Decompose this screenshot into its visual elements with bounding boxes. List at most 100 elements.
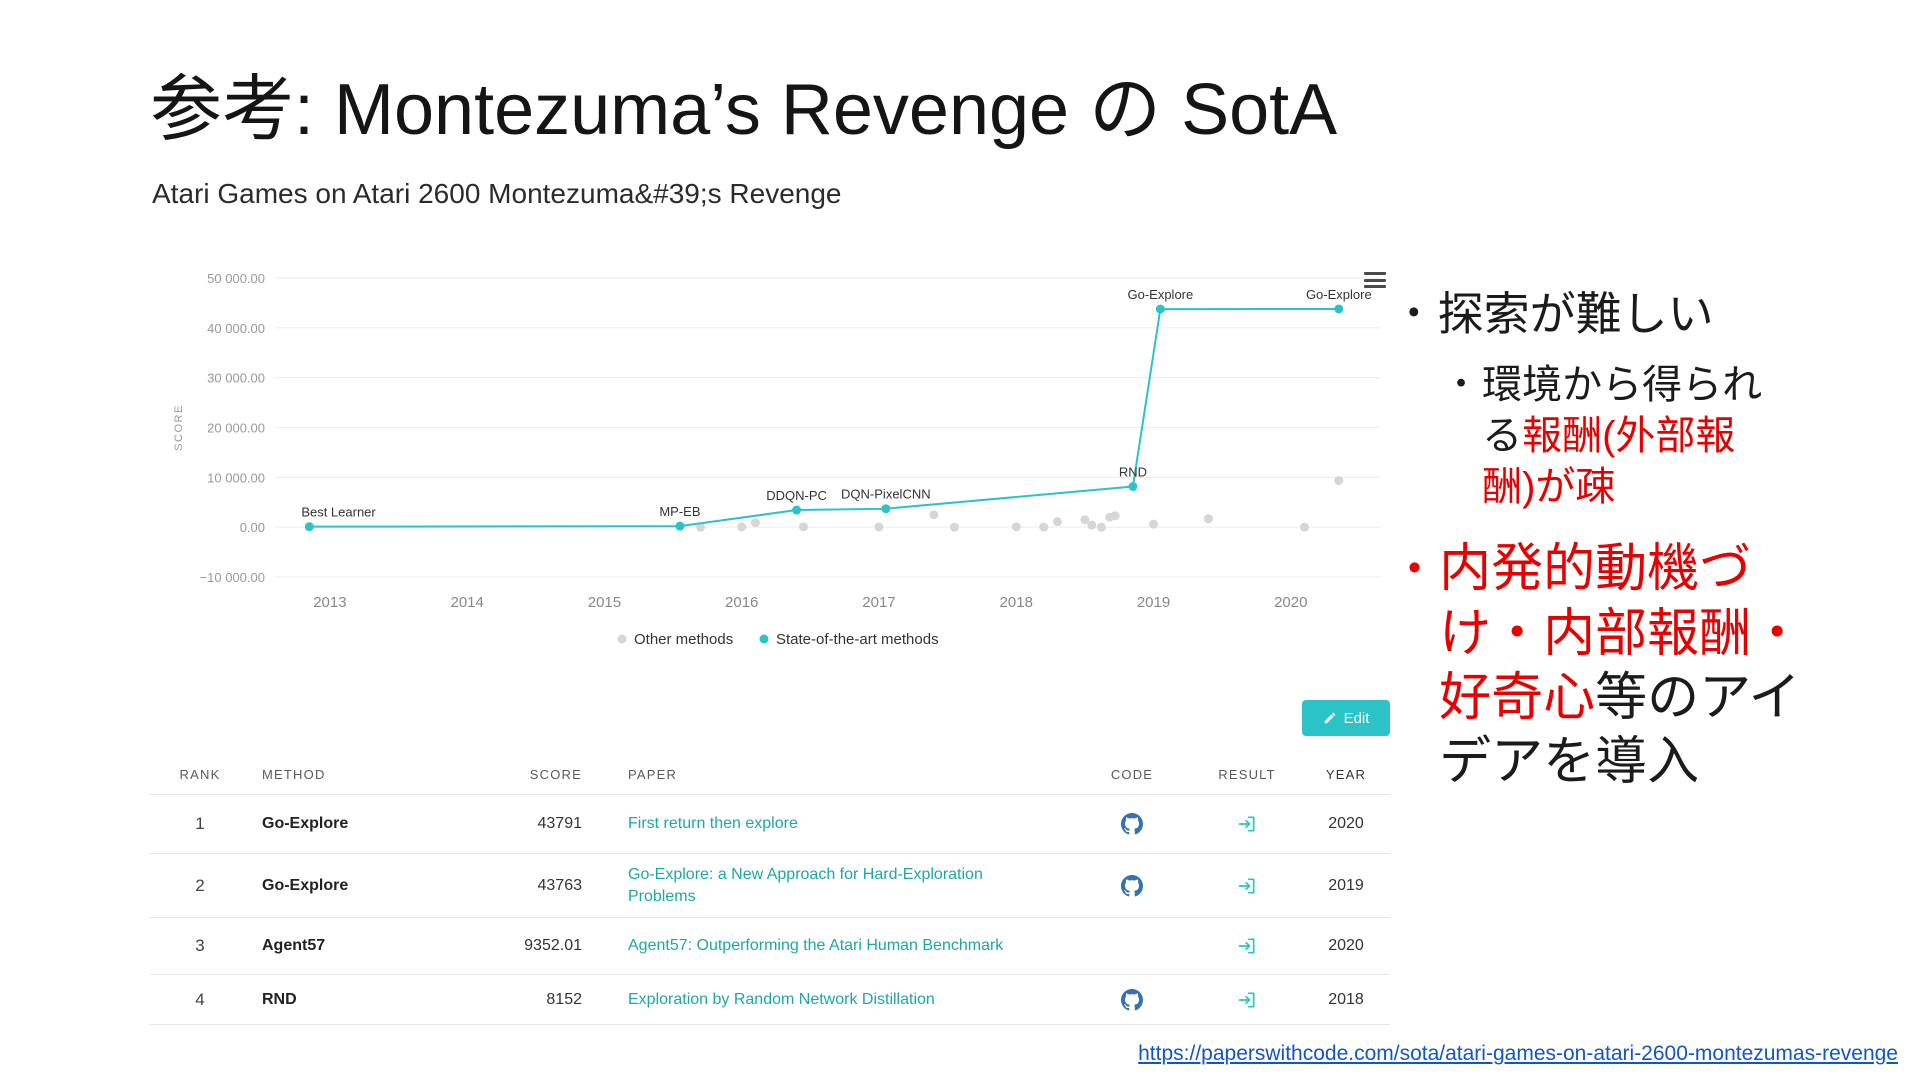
result-cell [1192, 936, 1302, 956]
table-row: 3 Agent57 9352.01 Agent57: Outperforming th… [150, 918, 1390, 975]
table-row: 2 Go-Explore 43763 Go-Explore: a New Approa… [150, 854, 1390, 918]
note-line: 酬)が疎 [1482, 462, 1762, 513]
code-cell [1072, 813, 1192, 835]
y-tick-label: 10 000.00 [207, 470, 265, 485]
score-cell: 43763 [537, 876, 583, 894]
edit-button-label: Edit [1343, 709, 1370, 727]
result-icon[interactable] [1237, 936, 1257, 956]
method-cell: Go-Explore [262, 815, 349, 832]
sota-point-label: DDQN-PC [766, 488, 827, 503]
table-row: 4 RND 8152 Exploration by Random Network Di… [150, 975, 1390, 1025]
hamburger-menu-icon[interactable] [1364, 272, 1386, 292]
note-text: 探索が難しい [1438, 286, 1714, 344]
header-paper: PAPER [628, 767, 678, 782]
paper-link[interactable]: Agent57: Outperforming the Atari Human B… [628, 937, 1004, 955]
other-method-point [874, 522, 884, 532]
note-text: 内発的動機づ け・内部報酬・ 好奇心等のアイ デアを導入 [1439, 537, 1803, 795]
note-bullet-2: • 内発的動機づ け・内部報酬・ 好奇心等のアイ デアを導入 [1408, 537, 1913, 795]
rank-cell: 2 [195, 875, 205, 895]
method-cell: Agent57 [262, 937, 326, 954]
note-line: 環境から得られ [1482, 360, 1762, 411]
year-cell: 2020 [1328, 937, 1364, 954]
x-tick-label: 2013 [313, 594, 346, 611]
sota-point-label: Go-Explore [1306, 287, 1372, 302]
table-body: 1 Go-Explore 43791 First return then explor… [150, 795, 1390, 1025]
year-cell: 2020 [1328, 815, 1364, 832]
legend-dot [617, 634, 627, 644]
score-cell: 8152 [546, 990, 582, 1008]
other-method-point [1052, 517, 1062, 527]
github-icon[interactable] [1121, 813, 1143, 835]
score-cell: 9352.01 [524, 937, 582, 954]
other-method-point [1110, 511, 1120, 521]
sota-chart-svg: 50 000.00 40 000.00 30 000.00 20 000.00 10 0… [173, 271, 1380, 648]
source-link[interactable]: https://paperswithcode.com/sota/atari-ga… [1138, 1042, 1898, 1065]
sota-point [675, 521, 685, 531]
x-tick-label: 2017 [862, 594, 895, 611]
result-icon[interactable] [1237, 990, 1257, 1010]
note-text-segment: 探索が難しい [1437, 288, 1714, 340]
x-tick-label: 2015 [588, 594, 621, 611]
year-cell: 2018 [1328, 990, 1364, 1008]
sota-point-label: DQN-PixelCNN [841, 487, 931, 502]
github-icon[interactable] [1121, 874, 1143, 897]
year-cell: 2019 [1328, 876, 1364, 894]
x-tick-label: 2018 [1000, 594, 1033, 611]
other-method-point [1203, 514, 1213, 524]
edit-button[interactable]: Edit [1302, 700, 1390, 736]
table-row: 1 Go-Explore 43791 First return then explor… [150, 795, 1390, 854]
note-text-segment: 好奇心 [1439, 669, 1596, 727]
bullet-marker: • [1456, 366, 1467, 399]
header-rank: RANK [179, 767, 221, 782]
page-title: 参考: Montezuma’s Revenge の SotA [150, 70, 1338, 150]
bullet-marker: • [1408, 545, 1422, 588]
x-tick-label: 2020 [1274, 594, 1307, 611]
paper-link[interactable]: First return then explore [628, 815, 798, 833]
note-sub-bullet: • 環境から得られ る報酬(外部報 酬)が疎 [1456, 360, 1913, 514]
sota-point-label: RND [1119, 465, 1147, 480]
note-line: デアを導入 [1439, 730, 1803, 794]
bullet-marker: • [1408, 293, 1420, 331]
sota-point [1334, 304, 1344, 314]
rank-cell: 3 [195, 936, 205, 955]
paper-link[interactable]: Exploration by Random Network Distillati… [628, 990, 935, 1008]
note-line: 好奇心等のアイ [1439, 666, 1803, 730]
paper-link[interactable]: Go-Explore: a New Approach for Hard-Expl… [628, 866, 983, 905]
y-tick-label: 30 000.00 [207, 371, 265, 386]
other-method-point [1149, 519, 1159, 529]
y-axis-label: SCORE [173, 404, 185, 451]
legend-label: Other methods [634, 631, 733, 648]
note-text-segment: 報酬(外部報 [1522, 413, 1736, 458]
result-icon[interactable] [1237, 876, 1257, 896]
note-text-segment: 酬)が疎 [1482, 464, 1616, 509]
sota-point [1155, 304, 1165, 314]
note-line: け・内部報酬・ [1439, 602, 1803, 666]
code-cell [1072, 988, 1192, 1011]
sota-point [792, 505, 802, 515]
result-icon[interactable] [1237, 814, 1257, 834]
leaderboard-table: RANK METHOD SCORE PAPER CODE RESULT YEAR… [150, 755, 1390, 1025]
sota-point-label: MP-EB [659, 504, 700, 519]
other-method-point [1011, 522, 1021, 532]
other-method-point [798, 522, 808, 532]
rank-cell: 4 [195, 989, 205, 1009]
sota-point [1128, 482, 1138, 492]
edit-pencil-icon [1324, 712, 1335, 724]
note-text-segment: 等のアイ [1595, 669, 1801, 727]
header-year: YEAR [1325, 767, 1367, 782]
paper-cell: Agent57: Outperforming the Atari Human B… [582, 935, 1072, 956]
table-header-row: RANK METHOD SCORE PAPER CODE RESULT YEAR [150, 755, 1390, 795]
header-method: METHOD [262, 767, 326, 782]
other-method-point [1334, 476, 1344, 486]
note-line: る報酬(外部報 [1482, 411, 1762, 462]
sota-point [881, 504, 891, 514]
y-tick-label: 40 000.00 [207, 321, 265, 336]
note-line: 探索が難しい [1438, 286, 1714, 344]
x-tick-label: 2016 [725, 594, 758, 611]
paper-cell: First return then explore [582, 813, 1072, 834]
github-icon[interactable] [1121, 988, 1143, 1011]
y-tick-label: −10 000.00 [200, 570, 265, 585]
benchmark-heading: Atari Games on Atari 2600 Montezuma&#39;… [152, 178, 842, 209]
other-method-point [1096, 522, 1106, 532]
